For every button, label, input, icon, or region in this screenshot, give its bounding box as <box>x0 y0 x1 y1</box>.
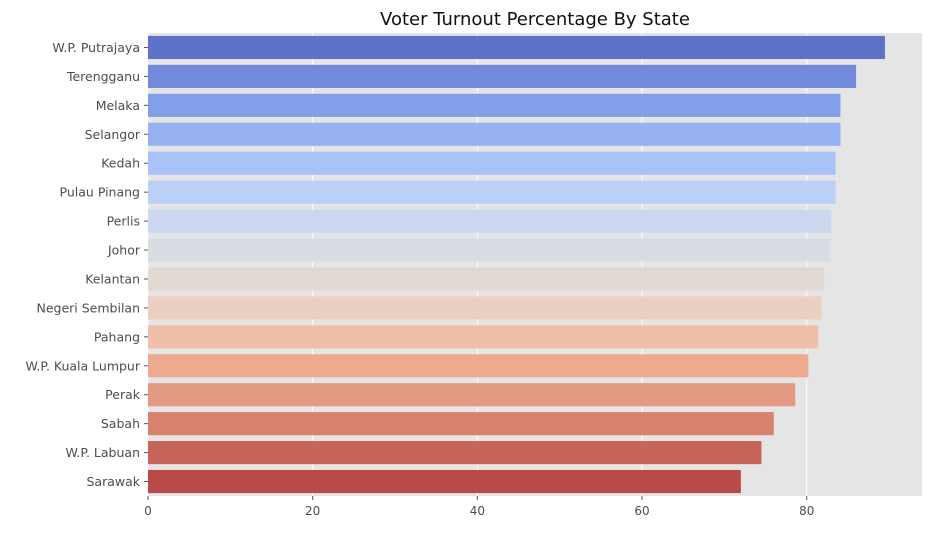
bar <box>148 64 857 88</box>
chart-title: Voter Turnout Percentage By State <box>380 9 690 30</box>
bar <box>148 122 841 146</box>
bar <box>148 412 774 436</box>
bar <box>148 35 885 60</box>
y-tick-label: Kelantan <box>85 271 140 286</box>
y-tick-label: W.P. Putrajaya <box>52 40 140 55</box>
y-tick-label: Melaka <box>96 98 140 113</box>
y-tick-label: Johor <box>107 243 141 258</box>
bar <box>148 383 796 407</box>
bar <box>148 325 819 349</box>
x-axis-labels: 0 20 40 60 80 <box>144 496 814 518</box>
x-tick-label: 80 <box>799 504 814 518</box>
y-tick-label: Pahang <box>94 329 140 344</box>
y-tick-label: W.P. Kuala Lumpur <box>25 358 140 373</box>
y-tick-label: Terengganu <box>66 69 140 84</box>
x-tick-label: 60 <box>634 504 649 518</box>
bar <box>148 441 762 465</box>
y-tick-label: Negeri Sembilan <box>36 300 140 315</box>
y-axis-labels: W.P. Putrajaya Terengganu Melaka Selangor Ke… <box>25 40 148 489</box>
y-tick-label: Perak <box>105 387 141 402</box>
y-tick-label: Sabah <box>101 416 140 431</box>
y-tick-label: Kedah <box>101 156 140 171</box>
bar <box>148 267 825 291</box>
bars <box>148 35 885 494</box>
y-tick-label: W.P. Labuan <box>66 445 141 460</box>
bar <box>148 180 836 204</box>
bar <box>148 354 809 378</box>
bar <box>148 238 830 262</box>
bar <box>148 296 822 320</box>
y-tick-label: Selangor <box>85 127 141 142</box>
y-tick-label: Perlis <box>107 214 140 229</box>
bar <box>148 151 836 175</box>
bar <box>148 209 832 233</box>
x-tick-label: 40 <box>470 504 485 518</box>
bar <box>148 469 741 494</box>
x-tick-label: 20 <box>305 504 320 518</box>
y-tick-label: Sarawak <box>86 474 140 489</box>
bar <box>148 93 841 117</box>
x-tick-label: 0 <box>144 504 152 518</box>
y-tick-label: Pulau Pinang <box>60 185 140 200</box>
